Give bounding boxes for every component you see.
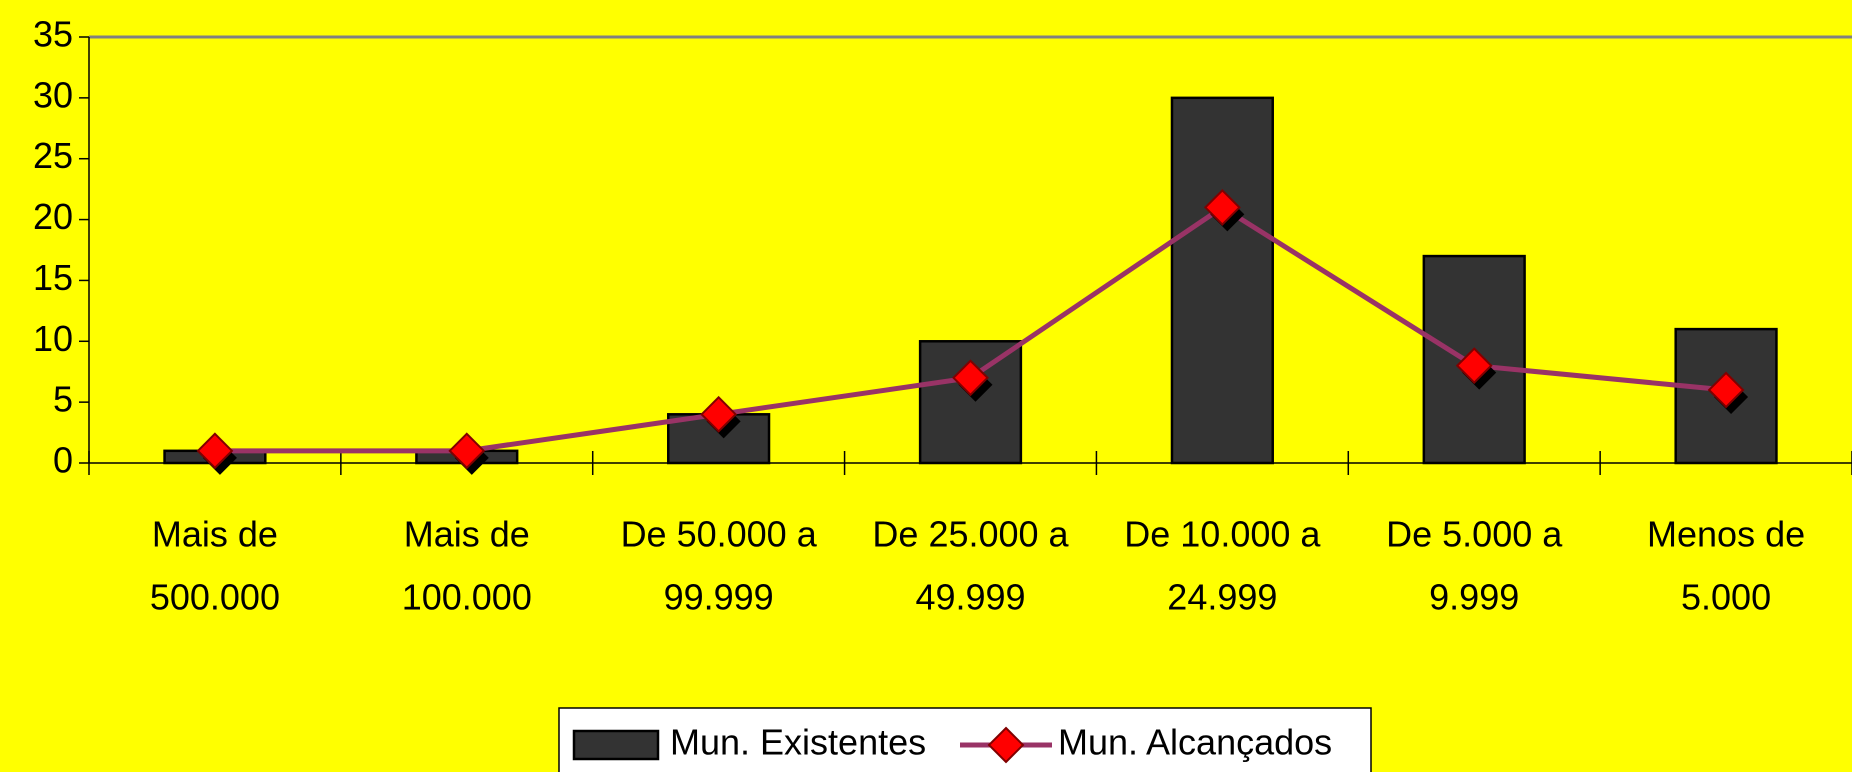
x-tick-label: 49.999	[915, 577, 1025, 618]
marker	[1455, 347, 1493, 385]
legend-label: Mun. Alcançados	[1058, 722, 1332, 763]
y-tick-label: 25	[33, 135, 73, 176]
y-tick-label: 30	[33, 74, 73, 115]
x-tick-label: De 50.000 a	[621, 514, 818, 555]
y-tick-label: 15	[33, 257, 73, 298]
x-tick-label: Mais de	[152, 514, 278, 555]
bar	[1170, 96, 1274, 465]
x-tick-label: Menos de	[1647, 514, 1805, 555]
x-tick-label: De 5.000 a	[1386, 514, 1563, 555]
marker	[448, 432, 486, 470]
x-tick-label: 99.999	[664, 577, 774, 618]
marker	[700, 395, 738, 433]
legend-label: Mun. Existentes	[670, 722, 926, 763]
y-tick-label: 10	[33, 318, 73, 359]
marker	[1707, 371, 1745, 409]
x-tick-label: 24.999	[1167, 577, 1277, 618]
marker	[1203, 188, 1241, 226]
y-tick-label: 5	[53, 379, 73, 420]
marker	[196, 432, 234, 470]
x-tick-label: 500.000	[150, 577, 280, 618]
y-tick-label: 0	[53, 440, 73, 481]
legend-swatch	[572, 729, 660, 761]
y-tick-label: 20	[33, 196, 73, 237]
x-tick-label: 100.000	[402, 577, 532, 618]
x-tick-label: Mais de	[404, 514, 530, 555]
marker	[952, 359, 989, 397]
x-tick-label: 9.999	[1429, 577, 1519, 618]
y-tick-label: 35	[33, 14, 73, 55]
legend-marker	[987, 726, 1025, 764]
x-tick-label: De 10.000 a	[1124, 514, 1321, 555]
x-tick-label: De 25.000 a	[872, 514, 1069, 555]
legend-box	[558, 707, 1372, 772]
x-tick-label: 5.000	[1681, 577, 1771, 618]
